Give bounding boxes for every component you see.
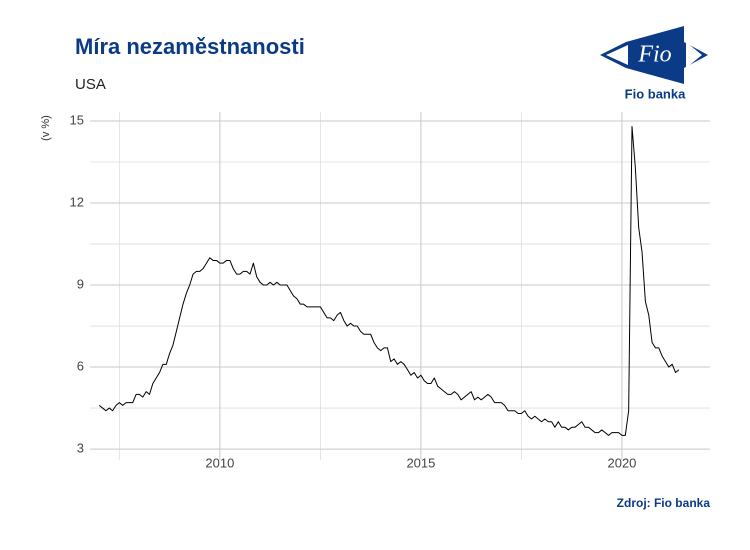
- x-tick-label: 2015: [406, 455, 435, 470]
- logo-notch: [606, 45, 628, 65]
- logo-notch: [686, 42, 702, 68]
- y-tick-label: 9: [77, 276, 84, 291]
- y-tick-label: 15: [70, 112, 84, 127]
- y-axis-label: (v %): [40, 115, 52, 141]
- chart-title: Míra nezaměstnanosti: [75, 34, 305, 59]
- logo-name: Fio banka: [625, 86, 686, 101]
- logo-shape: [600, 26, 708, 84]
- chart-subtitle: USA: [75, 76, 106, 93]
- source: Zdroj: Fio banka: [617, 496, 711, 510]
- y-tick-label: 6: [77, 358, 84, 373]
- logo: Fio Fio banka: [600, 26, 708, 101]
- logo-mark: Fio: [637, 42, 671, 68]
- y-tick-label: 3: [77, 441, 84, 456]
- line: [98, 125, 680, 436]
- y-tick-label: 12: [70, 194, 84, 209]
- x-tick-label: 2020: [607, 455, 636, 470]
- x-tick-label: 2010: [205, 455, 234, 470]
